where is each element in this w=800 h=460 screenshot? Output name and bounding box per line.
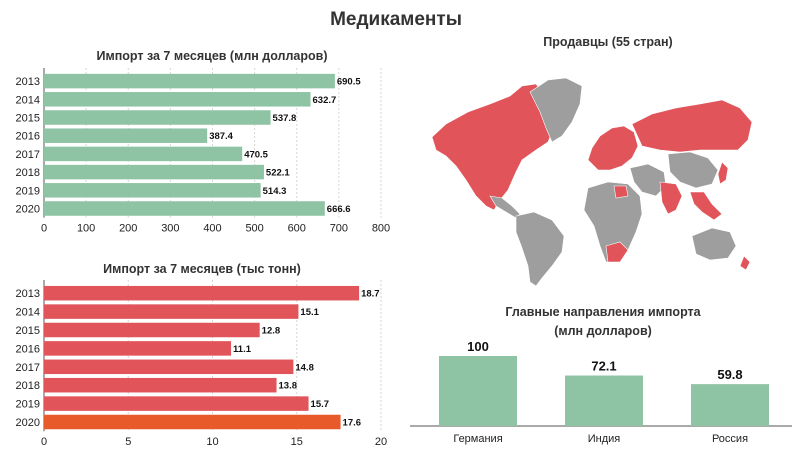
value-chart-category-label: 2015 xyxy=(16,113,40,125)
volume-chart-bar xyxy=(44,285,360,301)
value-chart-x-tick-label: 100 xyxy=(77,223,95,235)
value-chart-x-tick-label: 800 xyxy=(372,223,390,235)
volume-chart-data-label: 14.8 xyxy=(295,362,314,373)
directions-chart-category-label: Германия xyxy=(453,433,502,445)
value-chart-bar xyxy=(44,146,243,162)
value-chart-category-label: 2016 xyxy=(16,131,40,143)
volume-chart-data-label: 15.7 xyxy=(311,399,330,410)
volume-chart-bar xyxy=(44,359,294,375)
volume-chart-data-label: 12.8 xyxy=(262,326,281,337)
volume-chart-category-label: 2018 xyxy=(16,380,40,392)
directions-chart-category-label: Индия xyxy=(588,433,621,445)
value-chart-x-tick-label: 600 xyxy=(288,223,306,235)
volume-chart-category-label: 2020 xyxy=(16,417,40,429)
value-chart-category-label: 2019 xyxy=(16,185,40,197)
map-southeast-asia xyxy=(689,191,723,221)
directions-chart-data-label: 72.1 xyxy=(591,359,616,374)
value-chart-data-label: 690.5 xyxy=(337,77,361,88)
value-chart-x-tick-label: 400 xyxy=(203,223,221,235)
import-volume-chart: Импорт за 7 месяцев (тыс тонн) 0 5 10 15 202… xyxy=(16,262,388,448)
map-egypt xyxy=(613,185,629,199)
volume-chart-bar xyxy=(44,304,299,319)
volume-chart-category-label: 2016 xyxy=(16,343,40,355)
volume-chart-x-tick-label: 5 xyxy=(125,436,131,448)
value-chart-bar xyxy=(44,164,264,180)
value-chart-data-label: 632.7 xyxy=(313,95,337,106)
value-chart-x-tick-label: 0 xyxy=(41,223,47,235)
directions-chart-bar xyxy=(439,356,517,426)
value-chart-bar xyxy=(44,201,325,216)
volume-chart-category-label: 2017 xyxy=(16,362,40,374)
import-value-chart: Импорт за 7 месяцев (млн долларов) 0 100 2… xyxy=(16,49,391,235)
map-japan xyxy=(717,161,729,185)
value-chart-bar xyxy=(44,92,311,107)
value-chart-data-label: 522.1 xyxy=(266,168,290,179)
value-chart-x-tick-label: 300 xyxy=(161,223,179,235)
volume-chart-data-label: 11.1 xyxy=(233,344,252,355)
value-chart-category-label: 2020 xyxy=(16,204,40,216)
directions-chart-bar xyxy=(691,384,769,426)
import-volume-chart-title: Импорт за 7 месяцев (тыс тонн) xyxy=(103,262,301,276)
import-directions-chart-subtitle: (млн долларов) xyxy=(554,324,652,338)
volume-chart-x-tick-label: 0 xyxy=(41,436,47,448)
map-greenland xyxy=(529,77,583,143)
import-directions-chart: Главные направления импорта (млн долларо… xyxy=(410,305,792,445)
map-russia xyxy=(631,99,753,153)
value-chart-data-label: 537.8 xyxy=(273,113,297,124)
volume-chart-bar xyxy=(44,377,277,393)
directions-chart-data-label: 59.8 xyxy=(717,367,742,382)
value-chart-bar xyxy=(44,183,261,198)
volume-chart-category-label: 2015 xyxy=(16,325,40,337)
import-value-chart-title: Импорт за 7 месяцев (млн долларов) xyxy=(96,49,327,63)
directions-chart-data-label: 100 xyxy=(467,339,489,354)
page-title: Медикаменты xyxy=(330,9,462,30)
volume-chart-category-label: 2014 xyxy=(16,307,40,319)
value-chart-data-label: 666.6 xyxy=(327,204,351,215)
map-south-africa xyxy=(605,241,629,263)
value-chart-data-label: 470.5 xyxy=(244,149,268,160)
volume-chart-x-tick-label: 15 xyxy=(291,436,303,448)
map-australia xyxy=(691,227,737,261)
volume-chart-data-label: 18.7 xyxy=(361,289,380,300)
value-chart-category-label: 2013 xyxy=(16,76,40,88)
value-chart-bar xyxy=(44,128,208,143)
volume-chart-bar xyxy=(44,414,341,430)
map-south-america xyxy=(515,211,565,287)
value-chart-x-tick-label: 200 xyxy=(119,223,137,235)
value-chart-data-label: 514.3 xyxy=(263,186,287,197)
value-chart-x-tick-label: 700 xyxy=(330,223,348,235)
value-chart-x-tick-label: 500 xyxy=(245,223,263,235)
value-chart-bar xyxy=(44,73,335,89)
volume-chart-bar xyxy=(44,396,309,411)
directions-chart-category-label: Россия xyxy=(712,433,748,445)
value-chart-data-label: 387.4 xyxy=(209,131,233,142)
volume-chart-data-label: 17.6 xyxy=(343,418,362,429)
directions-chart-bar xyxy=(565,375,643,426)
import-directions-chart-title: Главные направления импорта xyxy=(505,305,701,319)
volume-chart-category-label: 2019 xyxy=(16,399,40,411)
map-china xyxy=(667,151,719,189)
value-chart-category-label: 2018 xyxy=(16,167,40,179)
value-chart-category-label: 2014 xyxy=(16,94,40,106)
map-north-america xyxy=(431,83,555,211)
map-title: Продавцы (55 стран) xyxy=(543,35,672,49)
volume-chart-x-tick-label: 20 xyxy=(375,436,387,448)
volume-chart-data-label: 15.1 xyxy=(300,307,319,318)
volume-chart-data-label: 13.8 xyxy=(279,381,298,392)
value-chart-bar xyxy=(44,110,271,125)
map-europe xyxy=(587,125,639,171)
volume-chart-bar xyxy=(44,341,232,356)
volume-chart-bar xyxy=(44,322,260,338)
map-india xyxy=(659,181,683,215)
volume-chart-category-label: 2013 xyxy=(16,288,40,300)
map-new-zealand xyxy=(739,255,751,271)
value-chart-category-label: 2017 xyxy=(16,149,40,161)
volume-chart-x-tick-label: 10 xyxy=(206,436,218,448)
sellers-world-map: Продавцы (55 стран) xyxy=(431,35,753,287)
